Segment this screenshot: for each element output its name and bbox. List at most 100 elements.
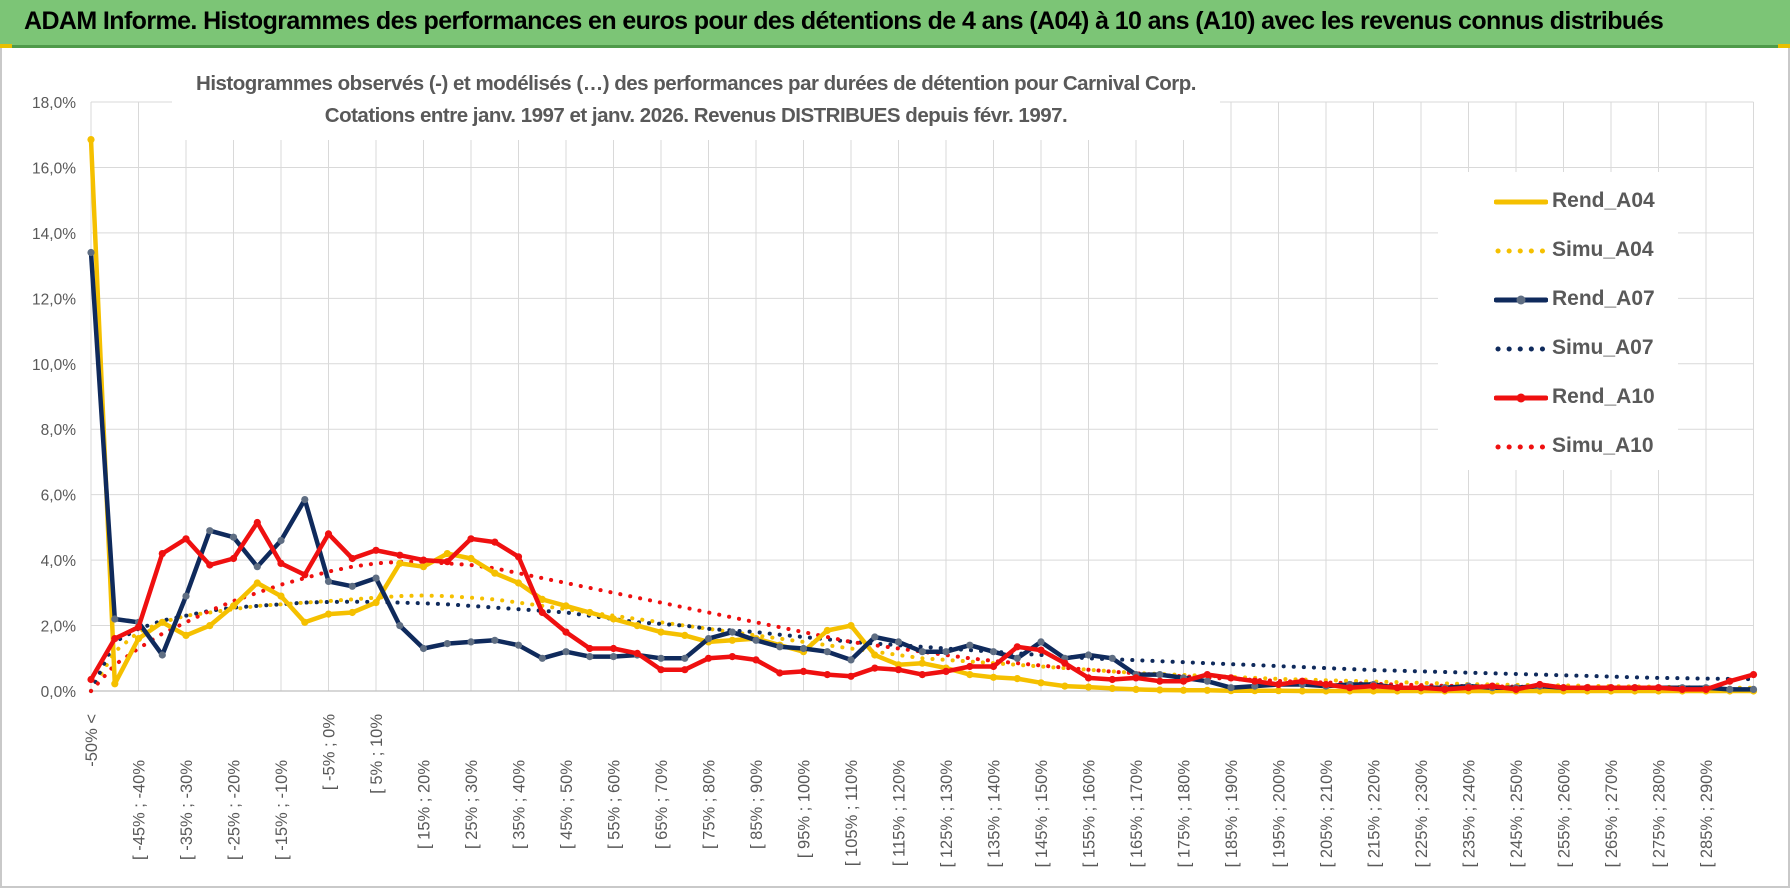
x-axis-labels: -50% < [ -45% ; -40% [ -35% ; -30% [ -25% ;… — [83, 714, 1716, 868]
x-tick-label: [ 185% ; 190% — [1223, 760, 1241, 868]
data-point-rend-a07 — [1156, 671, 1164, 679]
y-tick-label: 16,0% — [32, 160, 76, 177]
data-point-rend-a07 — [799, 644, 808, 653]
legend-label: Simu_A04 — [1552, 238, 1654, 261]
data-point-rend-a07 — [989, 648, 998, 656]
data-point-rend-a04 — [301, 618, 309, 626]
data-point-rend-a07 — [586, 653, 594, 661]
series-line-simu-a04 — [89, 593, 1756, 693]
chart-legend: Rend_A04 Simu_A04 Rend_A07 Simu_A07 Rend… — [1438, 172, 1678, 470]
data-point-rend-a10 — [823, 671, 831, 679]
x-tick-label: -50% < — [83, 714, 101, 767]
data-point-rend-a07 — [324, 577, 333, 586]
data-point-rend-a04 — [443, 550, 451, 558]
x-tick-label: [ 175% ; 180% — [1176, 760, 1194, 868]
data-point-rend-a04 — [1084, 683, 1093, 691]
data-point-rend-a10 — [704, 654, 713, 662]
data-point-rend-a10 — [514, 553, 523, 561]
data-point-rend-a10 — [419, 556, 428, 564]
data-point-rend-a10 — [443, 558, 451, 566]
data-point-rend-a10 — [1274, 680, 1283, 689]
data-point-rend-a07 — [1203, 677, 1211, 685]
data-point-rend-a04 — [1013, 675, 1021, 683]
data-point-rend-a07 — [277, 536, 285, 545]
y-tick-label: 2,0% — [41, 619, 77, 636]
data-point-rend-a04 — [111, 680, 119, 688]
header-banner: ADAM Informe. Histogrammes des performan… — [0, 0, 1790, 48]
x-tick-label: [ 235% ; 240% — [1461, 760, 1479, 868]
data-point-rend-a07 — [514, 641, 523, 649]
data-point-rend-a04 — [206, 622, 214, 630]
data-point-rend-a07 — [348, 582, 356, 590]
data-point-rend-a04 — [989, 673, 998, 681]
data-point-rend-a07 — [1108, 654, 1116, 662]
x-tick-label: [ 215% ; 220% — [1366, 760, 1384, 868]
data-point-rend-a10 — [1346, 684, 1354, 692]
data-point-rend-a04 — [1274, 687, 1283, 695]
data-point-rend-a10 — [134, 623, 143, 631]
data-point-rend-a07 — [491, 636, 499, 644]
data-point-rend-a10 — [1251, 677, 1259, 685]
data-point-rend-a10 — [1631, 684, 1639, 692]
legend-label: Simu_A07 — [1552, 336, 1654, 359]
data-point-rend-a04 — [467, 554, 475, 563]
x-tick-label: [ -15% ; -10% — [273, 760, 291, 860]
data-point-rend-a10 — [158, 550, 166, 558]
legend-item-simu-a10: Simu_A10 — [1438, 427, 1678, 467]
x-tick-label: [ 205% ; 210% — [1318, 760, 1336, 868]
data-point-rend-a07 — [1726, 685, 1734, 694]
data-point-rend-a07 — [206, 527, 214, 535]
y-tick-label: 12,0% — [32, 291, 76, 308]
x-tick-label: [ 115% ; 120% — [891, 760, 909, 866]
x-tick-label: [ 135% ; 140% — [986, 760, 1004, 868]
data-point-rend-a04 — [253, 579, 261, 587]
data-point-rend-a10 — [1607, 684, 1615, 692]
y-tick-label: 4,0% — [41, 553, 77, 570]
legend-label: Rend_A10 — [1552, 385, 1655, 408]
data-point-rend-a04 — [348, 608, 356, 617]
x-tick-label: [ 155% ; 160% — [1081, 760, 1099, 868]
banner-corner-left — [0, 44, 12, 48]
data-point-rend-a07 — [894, 638, 903, 646]
data-point-rend-a04 — [728, 636, 736, 644]
x-tick-label: [ -5% ; 0% — [321, 714, 339, 790]
data-point-rend-a04 — [229, 602, 238, 610]
data-point-rend-a04 — [277, 592, 285, 600]
data-point-rend-a07 — [752, 636, 760, 644]
data-point-rend-a04 — [657, 628, 665, 636]
data-point-rend-a04 — [586, 608, 594, 617]
legend-label: Rend_A04 — [1552, 189, 1655, 212]
data-point-rend-a07 — [681, 654, 689, 662]
legend-label: Simu_A10 — [1552, 434, 1654, 457]
data-point-rend-a10 — [182, 535, 190, 543]
x-tick-label: [ 15% ; 20% — [416, 760, 434, 849]
data-point-rend-a10 — [253, 518, 261, 527]
data-point-rend-a10 — [1108, 675, 1116, 684]
data-point-rend-a10 — [942, 667, 950, 676]
data-point-rend-a10 — [1417, 684, 1425, 692]
data-point-rend-a10 — [586, 644, 594, 653]
data-point-rend-a04 — [491, 569, 499, 577]
data-point-rend-a07 — [87, 248, 95, 257]
data-point-rend-a07 — [372, 574, 380, 582]
data-point-rend-a04 — [871, 651, 879, 659]
data-point-rend-a10 — [1583, 684, 1591, 692]
y-tick-label: 0,0% — [41, 684, 77, 701]
chart-title-text: Histogrammes observés (-) et modélisés (… — [196, 72, 1196, 95]
data-point-rend-a04 — [1108, 684, 1116, 693]
data-point-rend-a04 — [918, 659, 926, 667]
legend-label: Rend_A07 — [1552, 287, 1655, 310]
data-point-rend-a07 — [538, 654, 546, 662]
data-point-rend-a07 — [1037, 638, 1045, 646]
data-point-rend-a07 — [396, 622, 404, 630]
data-point-rend-a07 — [182, 592, 190, 600]
y-tick-label: 8,0% — [41, 422, 77, 439]
data-point-rend-a10 — [277, 559, 285, 568]
page-title: ADAM Informe. Histogrammes des performan… — [24, 7, 1664, 35]
x-tick-label: [ -45% ; -40% — [131, 760, 149, 860]
data-point-rend-a10 — [87, 675, 95, 684]
data-point-rend-a10 — [1702, 685, 1710, 694]
data-point-rend-a10 — [491, 538, 499, 546]
data-point-rend-a10 — [1726, 677, 1734, 685]
